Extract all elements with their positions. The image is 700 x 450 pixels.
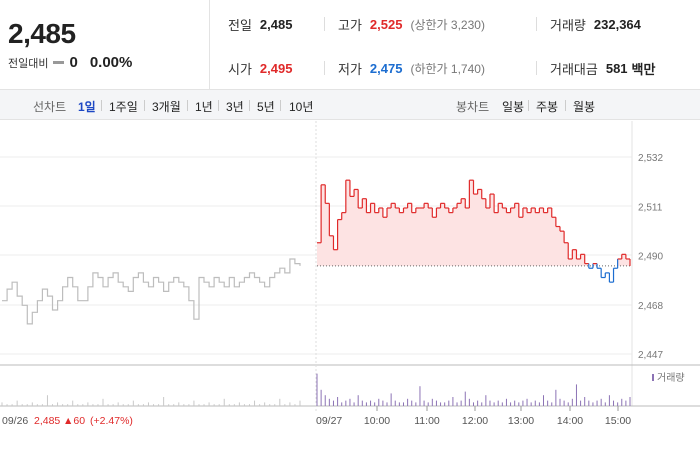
prev-change-pct: (+2.47%): [90, 415, 133, 427]
divider: [536, 17, 537, 31]
divider: [324, 17, 325, 31]
lower-limit: (하한가 1,740): [410, 62, 485, 76]
change-percent: 0.00%: [89, 54, 133, 71]
change-value: 0: [69, 54, 78, 71]
prev-day-line: [2, 258, 301, 325]
x-tick-label: 12:00: [462, 415, 488, 427]
prev-close-value: 2,485: [259, 17, 293, 32]
amount-value: 581: [605, 61, 628, 76]
change-line: 전일대비 0 0.00%: [8, 54, 132, 71]
divider: [249, 100, 250, 111]
y-axis: 2,532 2,511 2,490 2,468 2,447: [638, 153, 663, 361]
low-label: 저가: [338, 62, 362, 77]
divider: [324, 61, 325, 75]
x-tick-label: 13:00: [508, 415, 534, 427]
volume-stat: 거래량 232,364: [550, 15, 641, 34]
open-stat: 시가 2,495: [228, 59, 292, 78]
divider: [144, 100, 145, 111]
divider: [101, 100, 102, 111]
range-1w[interactable]: 1주일: [109, 100, 138, 114]
price-chart: 2,532 2,511 2,490 2,468 2,447 09/27 10:00 11:0…: [0, 121, 700, 427]
quote-header: 2,485 전일대비 0 0.00% 전일 2,485 고가 2,525 (상한…: [0, 0, 700, 90]
low-stat: 저가 2,475 (하한가 1,740): [338, 59, 485, 78]
divider: [528, 100, 529, 111]
range-5y[interactable]: 5년: [257, 100, 275, 114]
candle-daily[interactable]: 일봉: [502, 100, 525, 114]
series-layer: [2, 179, 632, 325]
high-stat: 고가 2,525 (상한가 3,230): [338, 15, 485, 34]
y-tick-label: 2,532: [638, 153, 663, 164]
amount-label: 거래대금: [550, 62, 598, 77]
low-value: 2,475: [369, 61, 403, 76]
line-chart-label: 선차트: [33, 100, 67, 114]
volume-value: 232,364: [593, 17, 641, 32]
y-tick-label: 2,468: [638, 301, 663, 312]
chart-toolbar: 선차트 1일 1주일 3개월 1년 3년 5년 10년 봉차트 일봉 주봉 월봉: [0, 90, 700, 120]
range-3y[interactable]: 3년: [226, 100, 244, 114]
open-value: 2,495: [259, 61, 293, 76]
candle-weekly[interactable]: 주봉: [536, 100, 559, 114]
y-tick-label: 2,490: [638, 252, 663, 263]
y-tick-label: 2,511: [638, 202, 663, 213]
divider: [536, 61, 537, 75]
prev-change-label: ▲60: [63, 415, 85, 427]
high-label: 고가: [338, 18, 362, 33]
change-label: 전일대비: [8, 57, 49, 70]
divider: [187, 100, 188, 111]
volume-layer: [1, 373, 631, 406]
amount-stat: 거래대금 581 백만: [550, 59, 655, 78]
high-value: 2,525: [369, 17, 403, 32]
divider: [280, 100, 281, 111]
candle-chart-label: 봉차트: [456, 100, 490, 114]
y-tick-label: 2,447: [638, 350, 663, 361]
prev-date-label: 09/26: [2, 415, 28, 427]
x-axis: 09/27 10:00 11:00 12:00 13:00 14:00 15:00: [316, 406, 631, 427]
open-label: 시가: [228, 62, 252, 77]
prev-close-label: 2,485: [34, 415, 60, 427]
amount-unit: 백만: [631, 62, 656, 77]
prev-close-label: 전일: [228, 18, 252, 33]
range-1y[interactable]: 1년: [195, 100, 213, 114]
x-tick-label: 09/27: [316, 415, 342, 427]
candle-monthly[interactable]: 월봉: [573, 100, 596, 114]
prev-close-stat: 전일 2,485: [228, 15, 292, 34]
flat-icon: [53, 61, 65, 64]
x-tick-label: 15:00: [605, 415, 631, 427]
range-1d[interactable]: 1일: [78, 100, 96, 114]
range-3m[interactable]: 3개월: [152, 100, 181, 114]
upper-limit: (상한가 3,230): [410, 18, 485, 32]
quote-stats: 전일 2,485 고가 2,525 (상한가 3,230) 거래량 232,36…: [210, 0, 700, 90]
volume-label: 거래량: [550, 18, 586, 33]
x-tick-label: 11:00: [414, 415, 440, 427]
range-10y[interactable]: 10년: [289, 100, 314, 114]
x-tick-label: 14:00: [557, 415, 583, 427]
price-summary: 2,485 전일대비 0 0.00%: [0, 0, 210, 90]
today-area-fill: [317, 180, 630, 266]
divider: [565, 100, 566, 111]
x-tick-label: 10:00: [364, 415, 390, 427]
current-price: 2,485: [8, 18, 76, 49]
volume-legend-label: 거래량: [657, 372, 685, 384]
divider: [218, 100, 219, 111]
volume-legend-swatch: [652, 374, 654, 381]
